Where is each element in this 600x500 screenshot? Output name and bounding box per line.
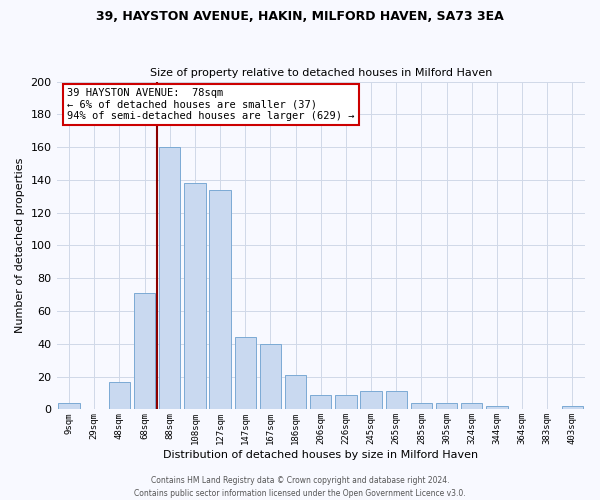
Bar [260,344,281,410]
Bar [184,183,206,410]
Bar [235,338,256,409]
Bar [285,375,307,410]
X-axis label: Distribution of detached houses by size in Milford Haven: Distribution of detached houses by size … [163,450,478,460]
Bar [134,293,155,410]
Bar [436,403,457,409]
Bar [209,190,231,410]
Bar [486,406,508,409]
Bar [361,392,382,409]
Y-axis label: Number of detached properties: Number of detached properties [15,158,25,333]
Title: Size of property relative to detached houses in Milford Haven: Size of property relative to detached ho… [149,68,492,78]
Bar [310,394,331,409]
Bar [386,392,407,409]
Bar [411,403,432,409]
Bar [562,406,583,409]
Text: Contains HM Land Registry data © Crown copyright and database right 2024.
Contai: Contains HM Land Registry data © Crown c… [134,476,466,498]
Bar [109,382,130,409]
Text: 39 HAYSTON AVENUE:  78sqm
← 6% of detached houses are smaller (37)
94% of semi-d: 39 HAYSTON AVENUE: 78sqm ← 6% of detache… [67,88,355,122]
Bar [58,403,80,409]
Bar [461,403,482,409]
Text: 39, HAYSTON AVENUE, HAKIN, MILFORD HAVEN, SA73 3EA: 39, HAYSTON AVENUE, HAKIN, MILFORD HAVEN… [96,10,504,23]
Bar [335,394,356,409]
Bar [159,147,181,409]
